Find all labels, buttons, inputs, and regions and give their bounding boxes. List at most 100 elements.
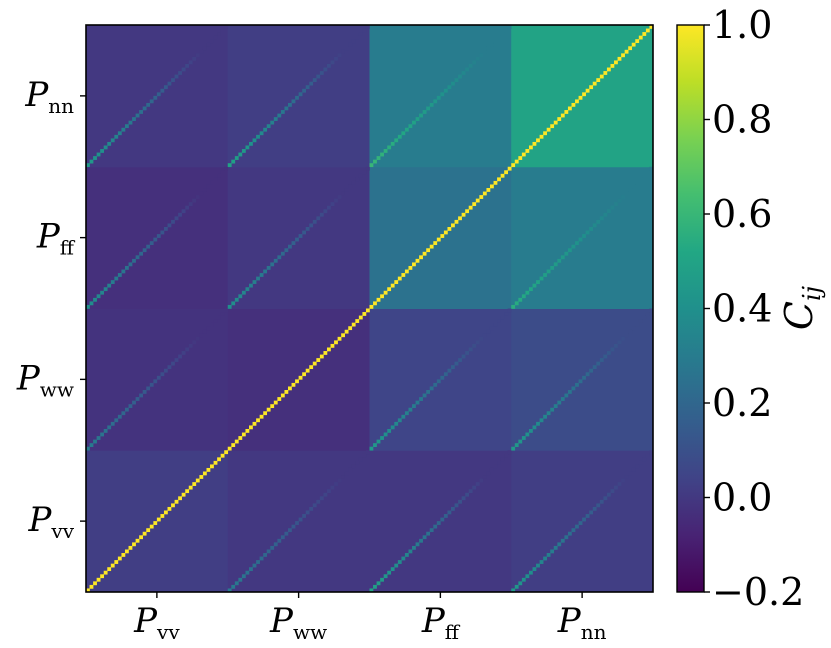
heatmap-diagonal-cell xyxy=(387,428,392,433)
heatmap-diagonal-cell xyxy=(142,390,147,394)
heatmap-diagonal-cell xyxy=(500,32,505,36)
heatmap-diagonal-cell xyxy=(617,340,622,345)
heatmap-diagonal-cell xyxy=(245,428,250,433)
heatmap-diagonal-cell xyxy=(582,517,586,522)
heatmap-diagonal-cell xyxy=(220,28,225,33)
heatmap-diagonal-cell xyxy=(628,188,633,192)
heatmap-diagonal-cell xyxy=(174,499,179,504)
heatmap-diagonal-cell xyxy=(344,188,349,192)
heatmap-diagonal-cell xyxy=(160,514,165,518)
heatmap-diagonal-cell xyxy=(163,510,168,515)
heatmap-diagonal-cell xyxy=(206,326,211,331)
heatmap-diagonal-cell xyxy=(348,42,353,47)
colorbar-tick-label: 0.4 xyxy=(712,287,772,331)
heatmap-diagonal-cell xyxy=(103,287,108,292)
heatmap-diagonal-cell xyxy=(249,283,253,288)
heatmap-diagonal-cell xyxy=(528,145,533,150)
heatmap-diagonal-cell xyxy=(507,308,512,313)
heatmap-diagonal-cell xyxy=(181,67,186,72)
heatmap-diagonal-cell xyxy=(305,226,310,231)
heatmap-diagonal-cell xyxy=(252,421,257,426)
heatmap-diagonal-cell xyxy=(316,74,321,79)
heatmap-diagonal-cell xyxy=(330,485,335,490)
heatmap-diagonal-cell xyxy=(458,499,462,504)
heatmap-diagonal-cell xyxy=(291,524,296,529)
heatmap-diagonal-cell xyxy=(578,521,583,525)
heatmap-diagonal-cell xyxy=(213,177,218,182)
heatmap-diagonal-cell xyxy=(440,234,445,238)
heatmap-diagonal-cell xyxy=(139,535,143,540)
heatmap-diagonal-cell xyxy=(114,276,119,281)
heatmap-diagonal-cell xyxy=(486,471,491,476)
heatmap-diagonal-cell xyxy=(160,372,165,377)
heatmap-diagonal-cell xyxy=(100,149,105,153)
heatmap-diagonal-cell xyxy=(156,375,161,380)
heatmap-diagonal-cell xyxy=(624,475,629,479)
heatmap-diagonal-cell xyxy=(472,202,477,207)
heatmap-diagonal-cell xyxy=(355,177,360,182)
heatmap-diagonal-cell xyxy=(543,556,547,561)
heatmap-diagonal-cell xyxy=(369,163,374,168)
heatmap-diagonal-cell xyxy=(440,517,445,522)
heatmap-diagonal-cell xyxy=(358,173,363,178)
heatmap-diagonal-cell xyxy=(614,202,618,207)
heatmap-diagonal-cell xyxy=(309,81,314,86)
heatmap-diagonal-cell xyxy=(493,322,498,327)
heatmap-diagonal-cell xyxy=(387,145,392,150)
heatmap-diagonal-cell xyxy=(497,460,501,465)
heatmap-diagonal-cell xyxy=(543,273,547,277)
heatmap-diagonal-cell xyxy=(153,521,158,525)
heatmap-diagonal-cell xyxy=(603,496,608,501)
heatmap-diagonal-cell xyxy=(160,230,165,235)
heatmap-diagonal-cell xyxy=(277,255,282,260)
heatmap-diagonal-cell xyxy=(188,202,193,207)
heatmap-diagonal-cell xyxy=(560,538,565,543)
heatmap-diagonal-cell xyxy=(518,581,523,586)
heatmap-diagonal-cell xyxy=(348,326,353,331)
heatmap-diagonal-cell xyxy=(401,131,406,136)
heatmap-diagonal-cell xyxy=(107,567,112,572)
heatmap-diagonal-cell xyxy=(585,230,590,235)
heatmap-diagonal-cell xyxy=(358,457,363,462)
heatmap-diagonal-cell xyxy=(511,163,516,168)
heatmap-diagonal-cell xyxy=(341,191,345,196)
heatmap-diagonal-cell xyxy=(451,223,455,228)
heatmap-diagonal-cell xyxy=(291,99,296,104)
heatmap-diagonal-cell xyxy=(461,212,466,217)
heatmap-diagonal-cell xyxy=(344,46,349,51)
heatmap-diagonal-cell xyxy=(188,343,193,348)
heatmap-diagonal-cell xyxy=(603,212,608,217)
heatmap-diagonal-cell xyxy=(146,244,151,249)
heatmap-diagonal-cell xyxy=(645,28,650,33)
heatmap-diagonal-cell xyxy=(224,308,229,313)
heatmap-diagonal-cell xyxy=(128,262,133,267)
heatmap-diagonal-cell xyxy=(241,574,246,579)
heatmap-diagonal-cell xyxy=(422,110,427,114)
heatmap-diagonal-cell xyxy=(461,354,466,359)
heatmap-diagonal-cell xyxy=(263,411,268,416)
heatmap-diagonal-cell xyxy=(500,457,505,462)
heatmap-diagonal-cell xyxy=(351,322,356,327)
heatmap-diagonal-cell xyxy=(486,329,491,334)
heatmap-diagonal-cell xyxy=(337,336,342,341)
heatmap-diagonal-cell xyxy=(337,195,342,199)
heatmap-diagonal-cell xyxy=(238,577,243,582)
heatmap-diagonal-cell xyxy=(124,124,129,129)
heatmap-diagonal-cell xyxy=(404,411,409,416)
heatmap-diagonal-cell xyxy=(567,390,572,394)
heatmap-diagonal-cell xyxy=(295,237,299,242)
colorbar-label: Cij xyxy=(777,285,826,330)
heatmap-diagonal-cell xyxy=(362,453,367,458)
heatmap-diagonal-cell xyxy=(599,358,604,362)
heatmap-diagonal-cell xyxy=(334,482,338,486)
heatmap-diagonal-cell xyxy=(171,219,175,224)
x-tick-label-ff: Pff xyxy=(421,601,461,644)
heatmap-diagonal-cell xyxy=(362,28,367,33)
heatmap-diagonal-cell xyxy=(433,524,438,529)
heatmap-diagonal-cell xyxy=(316,499,321,504)
heatmap-diagonal-cell xyxy=(631,42,636,47)
heatmap-diagonal-cell xyxy=(635,322,640,327)
heatmap-diagonal-cell xyxy=(479,336,484,341)
heatmap-diagonal-cell xyxy=(334,198,338,203)
heatmap-diagonal-cell xyxy=(451,506,455,511)
